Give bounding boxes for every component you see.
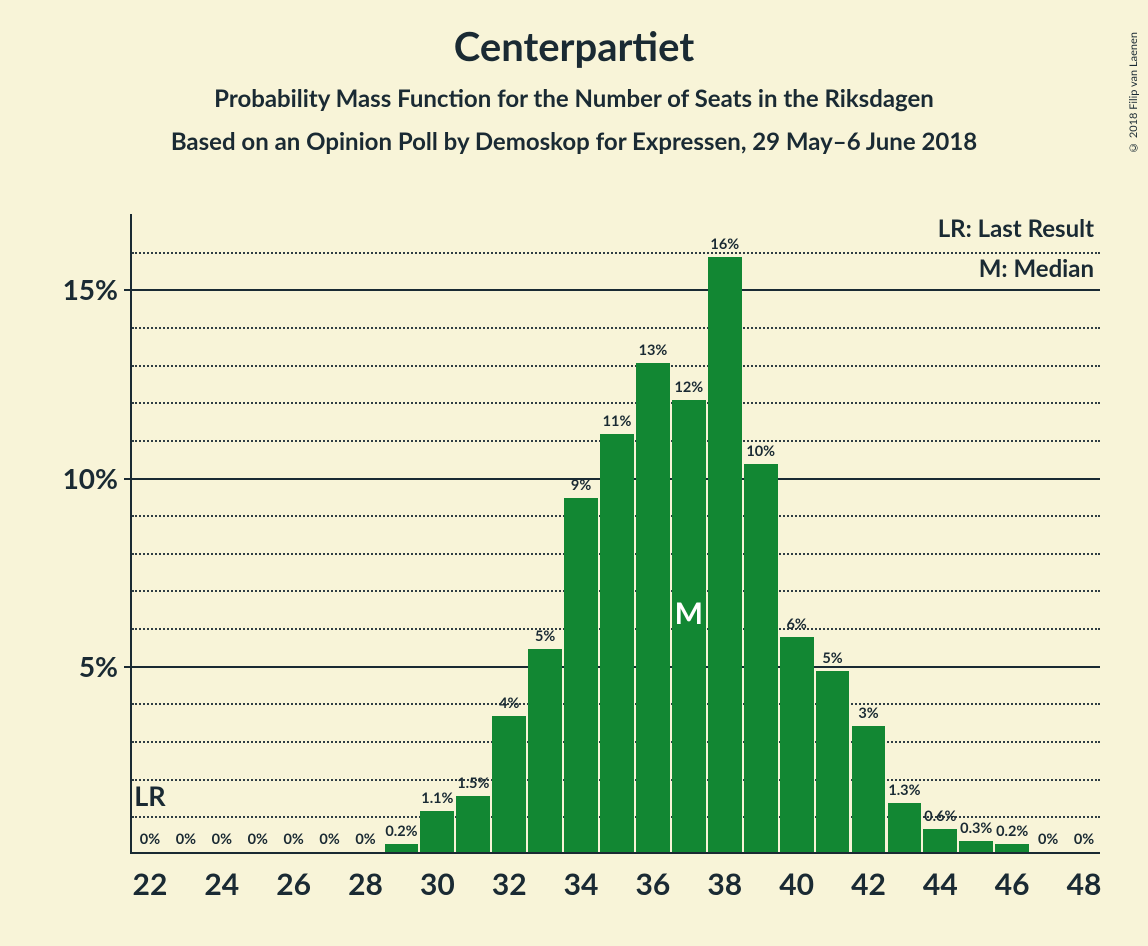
y-axis-label: 10% (63, 461, 118, 495)
bar-value-label: 6% (786, 616, 806, 633)
chart-subtitle-2: Based on an Opinion Poll by Demoskop for… (0, 127, 1148, 156)
bar-value-label: 0.2% (996, 823, 1028, 840)
x-axis-label: 42 (851, 866, 886, 902)
bar-value-label: 0.2% (385, 823, 417, 840)
x-axis-label: 28 (348, 866, 383, 902)
x-axis-label: 36 (636, 866, 671, 902)
bar (888, 803, 922, 852)
bar (385, 844, 419, 852)
x-axis-label: 32 (492, 866, 527, 902)
copyright-text: © 2018 Filip van Laenen (1127, 32, 1140, 154)
bar (816, 671, 850, 852)
chart-title: Centerpartiet (0, 22, 1148, 70)
x-axis-label: 24 (204, 866, 239, 902)
bar-value-label: 0% (248, 831, 268, 848)
bar (744, 464, 778, 852)
y-tick (124, 289, 132, 291)
grid-minor (132, 252, 1100, 254)
bar (456, 796, 490, 852)
median-marker: M (675, 595, 703, 631)
bar-value-label: 0% (212, 831, 232, 848)
x-axis-label: 44 (923, 866, 958, 902)
bar-value-label: 11% (603, 413, 632, 430)
bar-value-label: 0% (176, 831, 196, 848)
x-axis-label: 40 (779, 866, 814, 902)
bar-value-label: 12% (674, 379, 703, 396)
x-axis-label: 34 (564, 866, 599, 902)
bar-value-label: 13% (639, 342, 668, 359)
grid-minor (132, 327, 1100, 329)
bar-value-label: 16% (710, 236, 739, 253)
y-tick (124, 666, 132, 668)
bar-value-label: 1.3% (888, 782, 920, 799)
legend-lr: LR: Last Result (938, 214, 1094, 243)
y-axis-label: 15% (63, 272, 118, 306)
bar-value-label: 0% (140, 831, 160, 848)
bar (995, 844, 1029, 852)
legend-median: M: Median (979, 254, 1094, 283)
grid-minor (132, 365, 1100, 367)
bar (780, 637, 814, 852)
bar (492, 716, 526, 852)
bar-value-label: 0.3% (960, 820, 992, 837)
bar-value-label: 0% (284, 831, 304, 848)
grid-major (132, 289, 1100, 291)
x-axis-label: 26 (276, 866, 311, 902)
bar-value-label: 10% (746, 443, 775, 460)
x-axis-label: 30 (420, 866, 455, 902)
bar (959, 841, 993, 852)
bar (528, 649, 562, 852)
bar-value-label: 3% (858, 705, 878, 722)
bar-value-label: 1.1% (421, 790, 453, 807)
bar-value-label: 0% (355, 831, 375, 848)
x-axis-label: 38 (707, 866, 742, 902)
bar-value-label: 0% (319, 831, 339, 848)
bar-value-label: 4% (499, 695, 519, 712)
bar (420, 811, 454, 852)
bar-value-label: 0.6% (924, 808, 956, 825)
bar-value-label: 0% (1074, 831, 1094, 848)
bar (923, 829, 957, 852)
chart-subtitle-1: Probability Mass Function for the Number… (0, 84, 1148, 113)
bar-value-label: 0% (1038, 831, 1058, 848)
bar (852, 726, 886, 852)
bar (600, 434, 634, 852)
pmf-bar-chart: 5%10%15%22242628303234363840424446480%0%… (130, 214, 1100, 854)
bar (636, 363, 670, 852)
plot-area: 5%10%15%22242628303234363840424446480%0%… (130, 214, 1100, 854)
bar (708, 257, 742, 852)
bar (564, 498, 598, 852)
last-result-marker: LR (134, 779, 165, 812)
grid-minor (132, 402, 1100, 404)
bar-value-label: 1.5% (457, 775, 489, 792)
x-axis-label: 22 (133, 866, 168, 902)
bar-value-label: 5% (822, 650, 842, 667)
bar-value-label: 9% (571, 477, 591, 494)
y-axis-label: 5% (79, 649, 118, 683)
bar-value-label: 5% (535, 628, 555, 645)
x-axis-label: 48 (1067, 866, 1102, 902)
y-tick (124, 478, 132, 480)
x-axis-label: 46 (995, 866, 1030, 902)
